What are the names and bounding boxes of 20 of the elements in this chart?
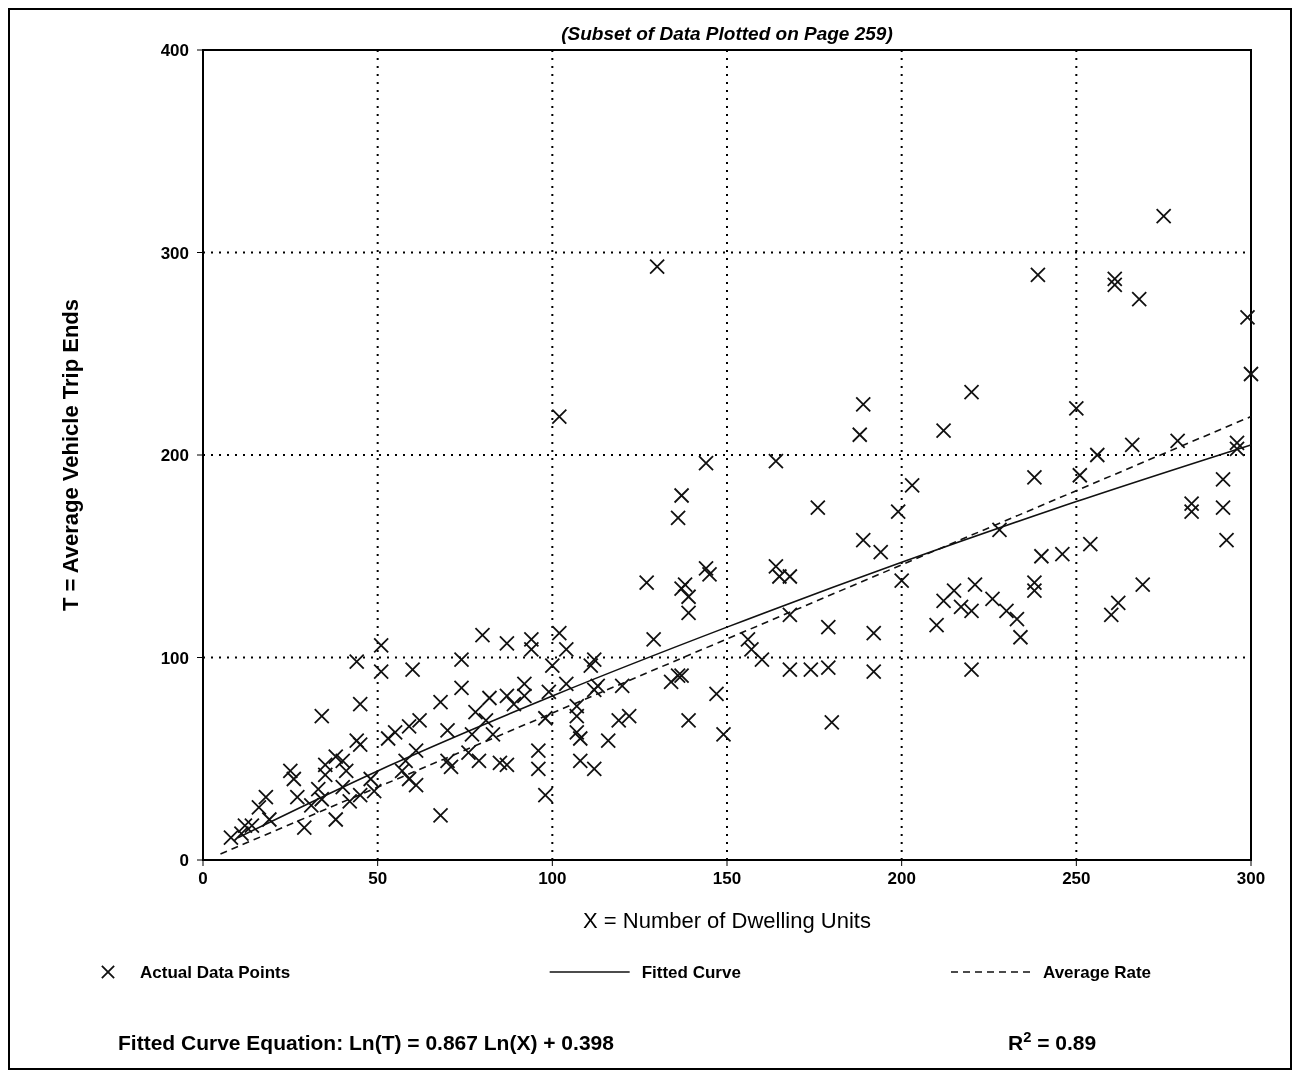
- text: Fitted Curve Equation: Ln(T) = 0.867 Ln(X) + 0.398: [118, 1031, 615, 1054]
- x-axis-title: X = Number of Dwelling Units: [583, 908, 871, 933]
- x-tick-label: 300: [1236, 869, 1266, 888]
- y-tick-label: 300: [160, 243, 189, 263]
- x-tick-label: 100: [538, 869, 567, 888]
- text: R$^{2}$ = 0.89: [1008, 1029, 1097, 1054]
- y-axis-title: T = Average Vehicle Trip Ends: [58, 299, 83, 611]
- x-tick-label: 250: [1062, 869, 1091, 888]
- y-tick-label: 400: [160, 41, 189, 60]
- y-tick-label: 0: [179, 851, 189, 870]
- y-tick-label: 200: [160, 446, 189, 465]
- legend-label: Fitted Curve: [641, 963, 741, 982]
- legend-label: Actual Data Points: [140, 963, 291, 982]
- legend-label: Average Rate: [1043, 963, 1152, 982]
- y-tick-label: 100: [160, 648, 189, 668]
- x-tick-label: 0: [198, 869, 208, 888]
- x-tick-label: 200: [887, 869, 916, 888]
- chart-title: (Subset of Data Plotted on Page 259): [561, 23, 893, 44]
- x-tick-label: 50: [368, 869, 388, 888]
- x-tick-label: 150: [712, 869, 742, 888]
